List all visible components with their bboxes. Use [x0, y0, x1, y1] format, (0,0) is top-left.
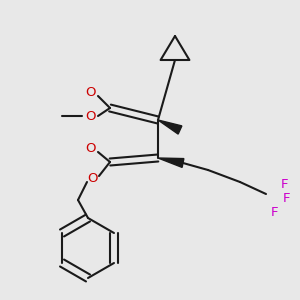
- Text: O: O: [88, 172, 98, 184]
- Text: F: F: [280, 178, 288, 190]
- Text: O: O: [85, 110, 95, 122]
- Polygon shape: [158, 120, 182, 134]
- Text: F: F: [270, 206, 278, 218]
- Polygon shape: [158, 158, 184, 167]
- Text: F: F: [282, 191, 290, 205]
- Text: O: O: [85, 85, 95, 98]
- Text: O: O: [85, 142, 95, 154]
